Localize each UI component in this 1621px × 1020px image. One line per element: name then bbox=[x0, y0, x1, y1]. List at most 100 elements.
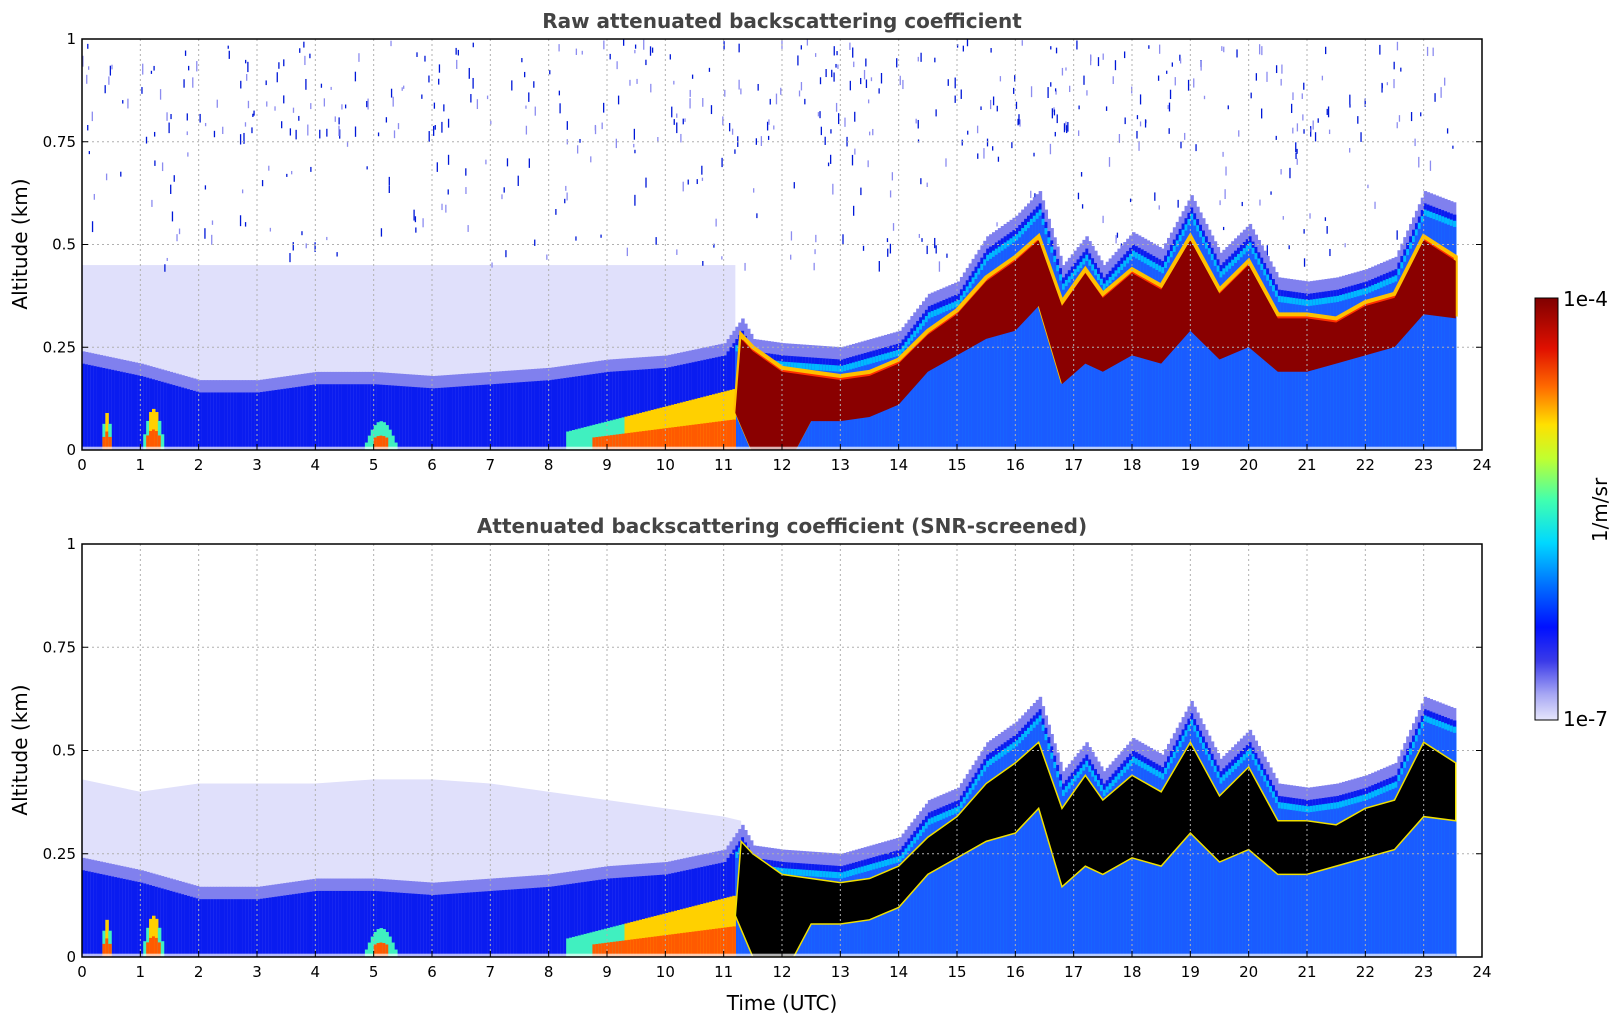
noise-speckle bbox=[1169, 89, 1172, 100]
x-tick-label: 6 bbox=[427, 456, 437, 474]
noise-speckle bbox=[780, 87, 782, 95]
x-tick-label: 23 bbox=[1414, 456, 1433, 474]
layer-lower-blue bbox=[1336, 302, 1340, 450]
layer-lower-blue bbox=[1420, 222, 1425, 450]
noise-speckle bbox=[849, 42, 851, 50]
layer-blue bbox=[245, 899, 249, 957]
layer-lower-blue bbox=[1216, 777, 1221, 957]
layer-blue bbox=[300, 892, 305, 957]
layer-blue bbox=[478, 891, 483, 957]
layer-blue bbox=[344, 890, 349, 957]
layer-blue bbox=[219, 899, 223, 957]
layer-lower-blue bbox=[1035, 218, 1040, 450]
noise-speckle bbox=[962, 45, 964, 52]
layer-lower-blue bbox=[1359, 801, 1364, 957]
noise-speckle bbox=[1314, 132, 1317, 142]
noise-speckle bbox=[755, 138, 758, 145]
noise-speckle bbox=[1219, 200, 1221, 206]
layer-blue bbox=[467, 892, 471, 957]
layer-blue bbox=[137, 375, 141, 450]
x-tick-label: 10 bbox=[656, 456, 675, 474]
layer-lower-blue bbox=[1009, 244, 1014, 450]
aerosol-core bbox=[656, 429, 661, 450]
layer-lower-blue bbox=[992, 256, 996, 450]
noise-speckle bbox=[354, 126, 357, 137]
x-tick-label: 19 bbox=[1181, 456, 1200, 474]
layer-lower-blue bbox=[1312, 305, 1317, 450]
aerosol-core bbox=[726, 927, 731, 957]
noise-speckle bbox=[920, 178, 922, 185]
layer-lower-blue bbox=[1301, 305, 1305, 450]
noise-speckle bbox=[634, 149, 636, 154]
aerosol-plume bbox=[143, 941, 147, 957]
noise-speckle bbox=[401, 87, 403, 91]
layer-blue bbox=[289, 387, 293, 450]
layer-lower-blue bbox=[1024, 737, 1028, 957]
noise-speckle bbox=[120, 171, 122, 177]
noise-speckle bbox=[1410, 112, 1413, 122]
noise-speckle bbox=[528, 92, 530, 102]
noise-speckle bbox=[633, 143, 635, 148]
noise-speckle bbox=[1357, 116, 1359, 124]
layer-blue bbox=[289, 894, 293, 957]
aerosol-plume bbox=[364, 442, 369, 450]
layer-blue bbox=[537, 887, 541, 957]
layer-blue bbox=[321, 890, 325, 957]
noise-speckle bbox=[447, 189, 449, 195]
layer-lower-blue bbox=[1254, 259, 1259, 450]
layer-lower-blue bbox=[1204, 754, 1209, 957]
layer-blue bbox=[189, 896, 194, 957]
layer-lower-blue bbox=[1207, 760, 1212, 957]
aerosol-plume bbox=[589, 932, 594, 957]
layer-blue bbox=[198, 899, 203, 957]
noise-speckle bbox=[854, 148, 856, 155]
layer-blue bbox=[420, 894, 424, 957]
noise-speckle bbox=[920, 52, 922, 62]
layer-lower-blue bbox=[1417, 734, 1422, 957]
layer-lower-blue bbox=[983, 771, 987, 957]
layer-lower-blue bbox=[1420, 728, 1425, 957]
layer-lower-blue bbox=[942, 312, 946, 450]
noise-speckle bbox=[564, 198, 566, 204]
layer-blue bbox=[490, 384, 494, 450]
noise-speckle bbox=[88, 66, 90, 70]
noise-speckle bbox=[1112, 76, 1114, 85]
layer-lower-blue bbox=[892, 863, 897, 957]
noise-speckle bbox=[673, 80, 675, 85]
layer-blue bbox=[414, 893, 419, 957]
noise-speckle bbox=[1018, 114, 1020, 125]
noise-speckle bbox=[1030, 86, 1033, 98]
noise-speckle bbox=[1301, 93, 1303, 99]
panel-raw-xticks: 0 1 2 3 4 5 6 7 8 9 10 11 12 13 14 15 16 17 18 19 20 21 22 23 24 bbox=[77, 444, 1492, 474]
layer-lower-blue bbox=[1400, 774, 1404, 957]
layer-blue bbox=[265, 391, 270, 450]
noise-speckle bbox=[708, 67, 711, 72]
aerosol-plume bbox=[388, 429, 392, 450]
aerosol-core bbox=[662, 428, 666, 450]
aerosol-plume bbox=[577, 935, 582, 957]
layer-lower-blue bbox=[907, 344, 911, 450]
noise-speckle bbox=[1303, 82, 1305, 90]
layer-blue bbox=[615, 371, 620, 450]
layer-lower-blue bbox=[919, 329, 923, 450]
layer-lower-blue bbox=[1307, 812, 1311, 957]
layer-lower-blue bbox=[939, 819, 944, 957]
layer-blue bbox=[531, 888, 535, 957]
layer-lower-blue bbox=[1164, 774, 1168, 957]
layer-lower-blue bbox=[1149, 772, 1154, 957]
layer-lower-blue bbox=[1102, 795, 1107, 957]
x-tick-label: 21 bbox=[1297, 963, 1316, 981]
layer-lower-blue bbox=[1032, 727, 1037, 957]
aerosol-plume bbox=[364, 949, 369, 957]
noise-speckle bbox=[1288, 245, 1290, 250]
noise-speckle bbox=[566, 121, 568, 130]
layer-lower-blue bbox=[1388, 283, 1393, 450]
layer-lower-blue bbox=[1400, 268, 1404, 450]
layer-lower-blue bbox=[1234, 262, 1238, 450]
noise-speckle bbox=[278, 62, 280, 69]
layer-lower-blue bbox=[1388, 790, 1393, 957]
noise-speckle bbox=[122, 100, 124, 104]
layer-blue bbox=[502, 383, 506, 450]
noise-speckle bbox=[832, 183, 834, 195]
noise-speckle bbox=[701, 165, 703, 175]
